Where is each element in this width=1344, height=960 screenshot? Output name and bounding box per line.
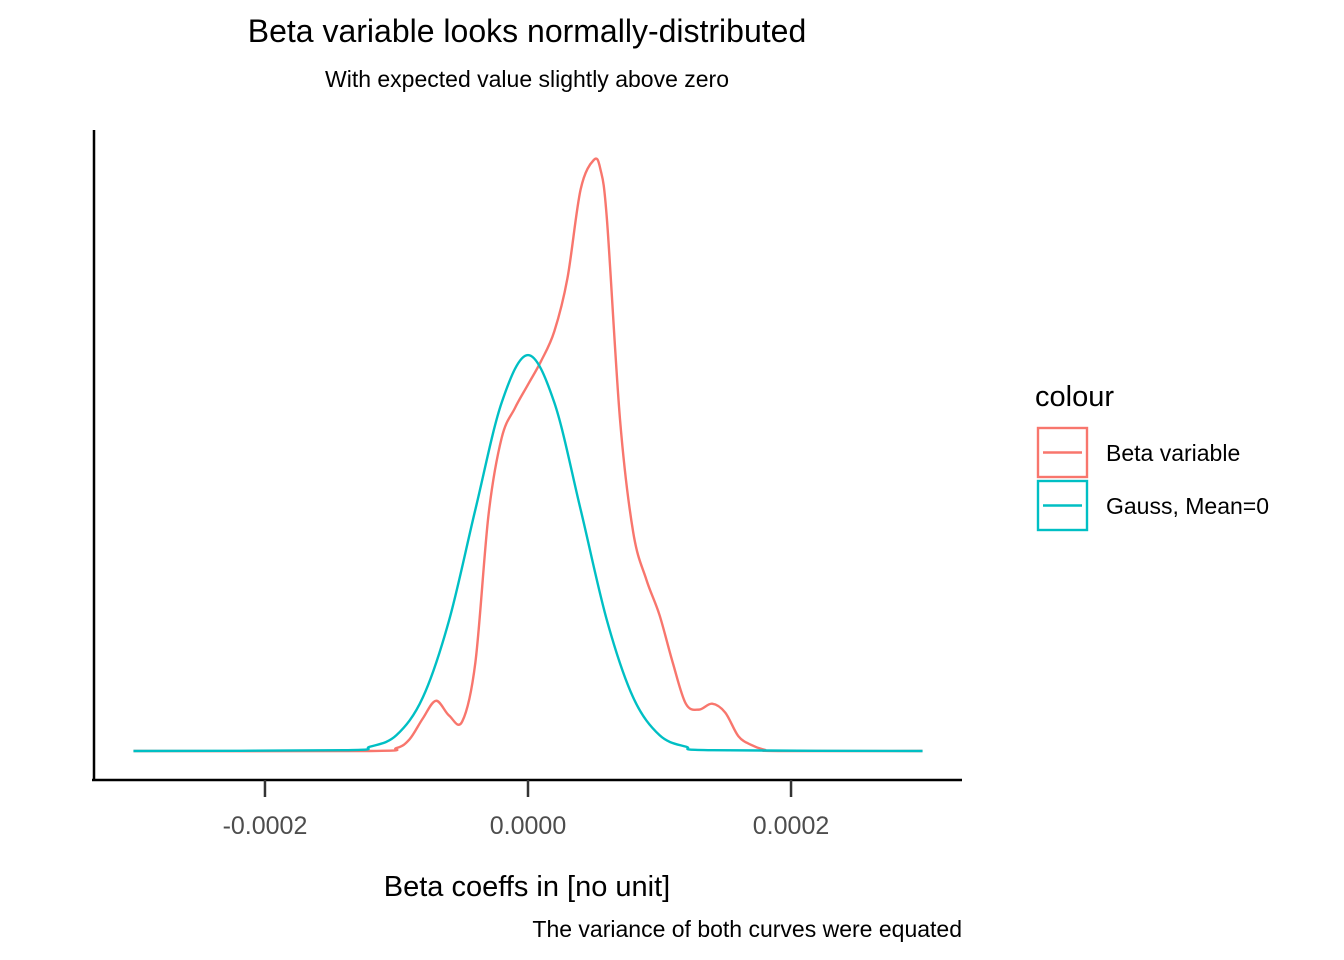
series-layer [133, 157, 923, 753]
x-tick-label: -0.0002 [223, 812, 308, 840]
chart-subtitle: With expected value slightly above zero [325, 66, 729, 92]
series-line-beta-variable [133, 157, 923, 753]
legend-entry: Beta variable [1036, 426, 1240, 479]
x-axis-ticks: -0.0002 0.0000 0.0002 [223, 780, 829, 840]
chart-caption: The variance of both curves were equated [532, 916, 962, 942]
legend-entry: Gauss, Mean=0 [1036, 479, 1269, 532]
plot-area: -0.0002 0.0000 0.0002 [92, 130, 962, 840]
legend-label: Gauss, Mean=0 [1106, 493, 1269, 519]
x-tick-label: 0.0002 [753, 812, 829, 840]
legend-title: colour [1035, 381, 1114, 413]
x-axis-title: Beta coeffs in [no unit] [384, 871, 670, 903]
x-tick-label: 0.0000 [490, 812, 566, 840]
legend-label: Beta variable [1106, 440, 1240, 466]
legend: colour Beta variable Gauss, Mean=0 [1035, 381, 1269, 532]
series-line-gauss-mean-0 [133, 353, 923, 753]
chart-title: Beta variable looks normally-distributed [248, 13, 806, 49]
legend-entries: Beta variable Gauss, Mean=0 [1036, 426, 1269, 532]
